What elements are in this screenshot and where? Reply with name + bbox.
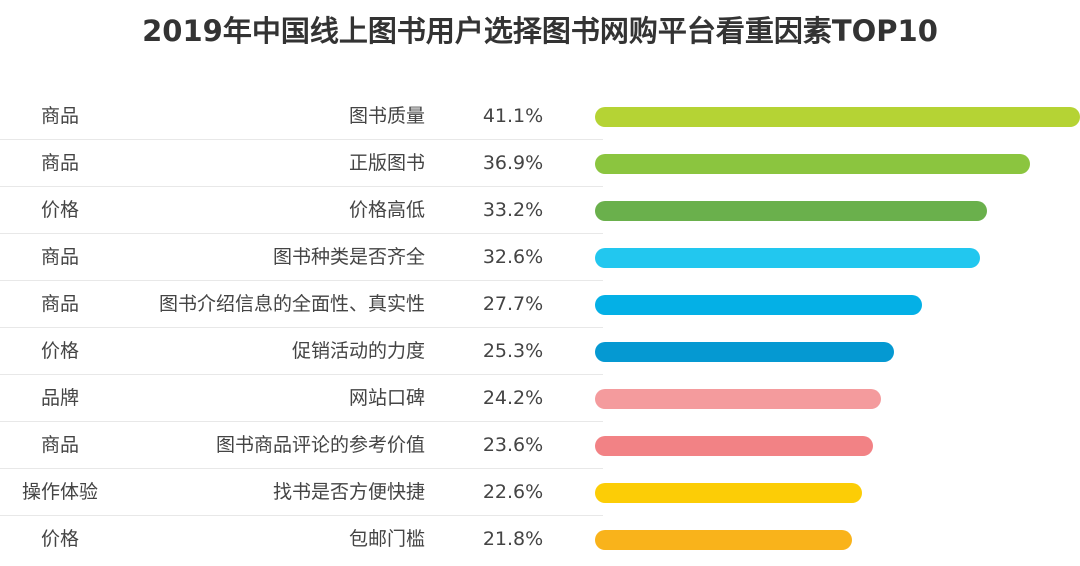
row-divider (0, 515, 603, 516)
category-label: 价格 (40, 528, 79, 550)
value-label: 23.6% (482, 434, 544, 456)
row-divider (0, 233, 603, 234)
chart-row: 价格 包邮门槛 21.8% (0, 516, 1080, 563)
value-label: 32.6% (482, 246, 544, 268)
category-label: 商品 (40, 105, 79, 127)
chart-row: 价格 促销活动的力度 25.3% (0, 328, 1080, 375)
factor-label: 促销活动的力度 (291, 340, 425, 362)
bar (595, 154, 1030, 174)
row-divider (0, 374, 603, 375)
category-label: 操作体验 (21, 481, 98, 503)
bar (595, 107, 1080, 127)
row-divider (0, 468, 603, 469)
category-label: 价格 (40, 199, 79, 221)
bar (595, 342, 894, 362)
chart-row: 价格 价格高低 33.2% (0, 187, 1080, 234)
factor-label: 价格高低 (348, 199, 425, 221)
category-label: 价格 (40, 340, 79, 362)
chart-row: 商品 正版图书 36.9% (0, 140, 1080, 187)
value-label: 33.2% (482, 199, 544, 221)
chart-row: 商品 图书介绍信息的全面性、真实性 27.7% (0, 281, 1080, 328)
factor-label: 图书质量 (348, 105, 425, 127)
category-label: 商品 (40, 293, 79, 315)
value-label: 24.2% (482, 387, 544, 409)
row-divider (0, 280, 603, 281)
value-label: 22.6% (482, 481, 544, 503)
row-divider (0, 139, 603, 140)
factor-label: 图书商品评论的参考价值 (215, 434, 425, 456)
factor-label: 网站口碑 (348, 387, 425, 409)
chart-row: 操作体验 找书是否方便快捷 22.6% (0, 469, 1080, 516)
bar (595, 295, 922, 315)
chart-title: 2019年中国线上图书用户选择图书网购平台看重因素TOP10 (142, 14, 938, 48)
bar (595, 389, 881, 409)
value-label: 21.8% (482, 528, 544, 550)
value-label: 36.9% (482, 152, 544, 174)
category-label: 商品 (40, 434, 79, 456)
chart-row: 品牌 网站口碑 24.2% (0, 375, 1080, 422)
category-label: 商品 (40, 152, 79, 174)
bar (595, 530, 852, 550)
factor-label: 图书种类是否齐全 (272, 246, 425, 268)
factor-label: 包邮门槛 (348, 528, 425, 550)
category-label: 品牌 (40, 387, 79, 409)
row-divider (0, 327, 603, 328)
category-label: 商品 (40, 246, 79, 268)
bar (595, 436, 873, 456)
bar (595, 483, 862, 503)
factor-label: 找书是否方便快捷 (272, 481, 425, 503)
value-label: 27.7% (482, 293, 544, 315)
bar (595, 201, 987, 221)
chart-row: 商品 图书质量 41.1% (0, 93, 1080, 140)
factor-label: 正版图书 (348, 152, 425, 174)
chart-row: 商品 图书种类是否齐全 32.6% (0, 234, 1080, 281)
chart-row: 商品 图书商品评论的参考价值 23.6% (0, 422, 1080, 469)
value-label: 25.3% (482, 340, 544, 362)
value-label: 41.1% (482, 105, 544, 127)
row-divider (0, 186, 603, 187)
bar (595, 248, 980, 268)
row-divider (0, 421, 603, 422)
factor-label: 图书介绍信息的全面性、真实性 (158, 293, 425, 315)
